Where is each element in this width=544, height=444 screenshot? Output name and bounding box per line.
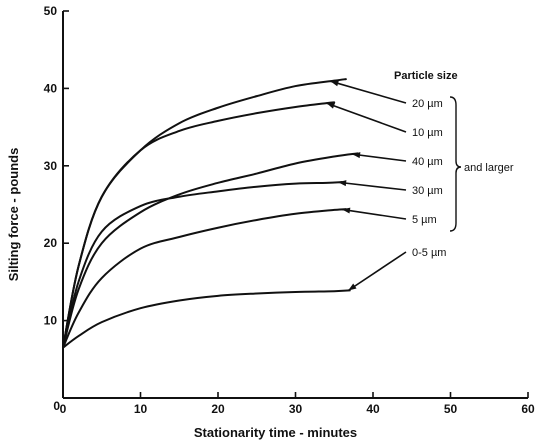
x-tick-label: 30 — [289, 402, 303, 416]
ticks: 0 10 20 30 40 50 60 10 20 30 40 50 0 — [44, 4, 535, 416]
x-tick-label: 50 — [444, 402, 458, 416]
x-tick-label: 40 — [366, 402, 380, 416]
legend-brace — [449, 96, 462, 232]
group-label: and larger — [464, 162, 514, 174]
x-tick-label: 10 — [134, 402, 148, 416]
x-tick-label: 60 — [521, 402, 535, 416]
leader-line — [351, 153, 407, 162]
legend-label: 40 µm — [412, 156, 443, 168]
y-tick-label: 40 — [44, 81, 58, 95]
series-line — [62, 208, 347, 349]
series-line — [62, 181, 343, 349]
series-line — [62, 289, 351, 349]
legend-label: 10 µm — [412, 127, 443, 139]
legend: 20 µm 10 µm 40 µm 30 µm 5 µm 0-5 µm Particle s… — [326, 70, 514, 292]
y-tick-label: 50 — [44, 4, 58, 18]
y-axis-label: Silting force - pounds — [6, 148, 21, 282]
leader-line — [341, 208, 407, 220]
leader-arrowhead — [330, 80, 339, 87]
leader-line — [330, 80, 407, 104]
leader-arrowhead — [326, 103, 336, 109]
legend-label: 5 µm — [412, 214, 437, 226]
x-tick-label: 0 — [60, 402, 67, 416]
legend-label: 0-5 µm — [412, 247, 446, 259]
leader-arrowhead — [352, 152, 361, 159]
x-tick-label: 20 — [211, 402, 225, 416]
leader-line — [347, 251, 407, 292]
leader-line — [338, 181, 407, 191]
legend-label: 30 µm — [412, 185, 443, 197]
axes — [62, 11, 528, 399]
y-tick-label-0: 0 — [53, 399, 60, 413]
y-tick-label: 20 — [44, 236, 58, 250]
leader-arrowhead — [338, 180, 347, 187]
leader-arrowhead — [342, 207, 351, 214]
legend-label: 20 µm — [412, 98, 443, 110]
series-line — [62, 152, 359, 349]
y-tick-label: 10 — [44, 314, 58, 328]
x-axis-label: Stationarity time - minutes — [194, 425, 357, 440]
series-line — [62, 101, 336, 349]
leader-line — [326, 102, 407, 133]
y-tick-label: 30 — [44, 159, 58, 173]
series-layer — [62, 78, 359, 349]
leader-arrowhead — [348, 283, 357, 291]
legend-title: Particle size — [394, 70, 458, 82]
